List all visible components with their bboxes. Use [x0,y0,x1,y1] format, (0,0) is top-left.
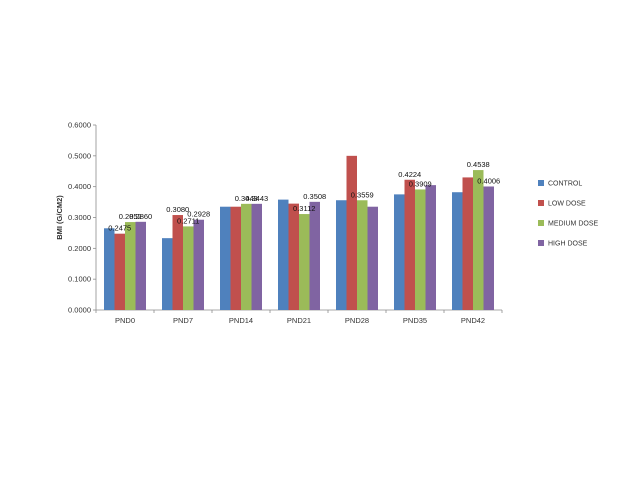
bar-medium-dose-pnd7 [183,226,194,310]
data-label: 0.3443 [245,194,268,203]
bar-control-pnd7 [162,238,173,310]
data-label: 0.2860 [129,212,152,221]
y-tick-label: 0.3000 [68,213,91,222]
bar-low-dose-pnd14 [230,206,241,310]
bar-control-pnd14 [220,206,231,310]
bar-low-dose-pnd21 [288,203,299,310]
bar-control-pnd35 [394,194,405,310]
data-label: 0.4006 [477,176,500,185]
bar-control-pnd21 [278,199,289,310]
bar-low-dose-pnd0 [114,233,125,310]
bar-high-dose-pnd14 [251,203,262,310]
y-tick-label: 0.2000 [68,244,91,253]
y-tick-label: 0.5000 [68,151,91,160]
x-category-label: PND42 [461,316,485,325]
bar-low-dose-pnd35 [404,179,415,310]
x-category-label: PND21 [287,316,311,325]
legend-swatch-high-dose [538,240,544,246]
bar-control-pnd28 [336,200,347,310]
bar-medium-dose-pnd28 [357,200,368,310]
data-label: 0.2852 [119,212,142,221]
data-label: 0.4538 [467,160,490,169]
x-category-label: PND0 [115,316,135,325]
bar-high-dose-pnd35 [425,185,436,310]
bar-control-pnd42 [452,192,463,310]
data-label: 0.2711 [177,216,199,225]
data-label: 0.3559 [351,190,374,199]
x-category-label: PND35 [403,316,427,325]
bar-medium-dose-pnd14 [241,203,252,310]
bar-medium-dose-pnd42 [473,170,484,310]
bar-medium-dose-pnd35 [415,189,426,310]
y-axis-title: BMI (G/CM2) [55,195,64,240]
y-tick-label: 0.4000 [68,182,91,191]
legend-swatch-low-dose [538,200,544,206]
bar-high-dose-pnd28 [367,206,378,310]
bar-high-dose-pnd0 [135,221,146,310]
bar-medium-dose-pnd21 [299,214,310,310]
legend-swatch-control [538,180,544,186]
y-tick-label: 0.0000 [68,306,91,315]
data-label: 0.2475 [108,224,131,233]
x-category-label: PND14 [229,316,253,325]
y-tick-label: 0.6000 [68,121,91,130]
legend-swatch-medium-dose [538,220,544,226]
legend-label: MEDIUM DOSE [548,221,599,228]
x-category-label: PND7 [173,316,193,325]
bar-high-dose-pnd21 [309,201,320,310]
bar-low-dose-pnd28 [346,155,357,310]
data-label: 0.3909 [409,179,432,188]
legend-label: LOW DOSE [548,201,586,208]
legend-label: HIGH DOSE [548,241,588,248]
data-label: 0.3112 [293,204,315,213]
data-label: 0.3080 [166,205,189,214]
bar-low-dose-pnd42 [462,177,473,310]
bar-control-pnd0 [104,228,115,310]
bar-medium-dose-pnd0 [125,222,136,310]
data-label: 0.3443 [235,194,258,203]
data-label: 0.2928 [187,210,210,219]
data-label: 0.4224 [398,170,421,179]
y-tick-label: 0.1000 [68,275,91,284]
bar-high-dose-pnd7 [193,219,204,310]
bar-low-dose-pnd7 [172,215,183,310]
bar-high-dose-pnd42 [483,186,494,310]
x-category-label: PND28 [345,316,369,325]
data-label: 0.3508 [303,192,326,201]
legend-label: CONTROL [548,181,582,188]
